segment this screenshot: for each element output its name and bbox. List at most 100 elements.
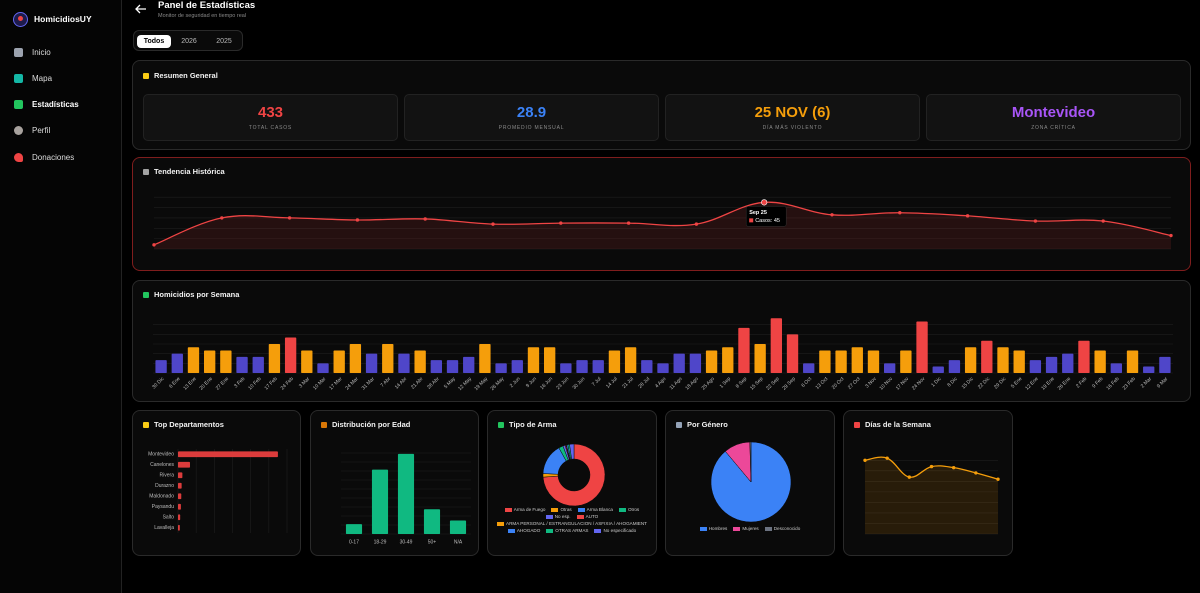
x-tick-label: 23 Jun — [555, 376, 570, 391]
bar — [835, 350, 847, 373]
legend-label: Desconocido — [773, 526, 801, 531]
x-tick-label: 30 Jun — [572, 376, 587, 391]
summary-panel: Resumen General 433 TOTAL CASOS 28.9 PROMED… — [132, 60, 1191, 150]
line-area — [865, 457, 998, 534]
menu-item[interactable]: Donaciones — [14, 150, 74, 164]
x-tick-label: 8 Dic — [946, 376, 959, 389]
data-point — [929, 464, 934, 469]
menu-item[interactable]: Estadísticas — [14, 97, 79, 111]
legend-item: Desconocido — [764, 526, 801, 531]
year-tabs: Todos 2026 2025 — [133, 30, 243, 51]
bar — [560, 363, 572, 373]
bar — [1062, 353, 1074, 373]
panel-title: Tendencia Histórica — [143, 167, 225, 176]
bar — [948, 360, 961, 373]
legend: Hombres Mujeres Desconocido — [672, 526, 828, 531]
card-value: Montevideo — [1011, 104, 1096, 121]
bar — [178, 514, 181, 521]
panel-title: Homicidios por Semana — [143, 290, 239, 299]
x-tick-label: 21 Jul — [621, 376, 635, 390]
bar — [689, 353, 702, 373]
legend-swatch — [576, 514, 584, 519]
x-tick-label: 16 Feb — [1105, 376, 1120, 391]
bar — [398, 353, 410, 373]
legend-item: No especificado — [594, 528, 636, 533]
x-tick-label: 12 May — [457, 376, 473, 392]
menu-item[interactable]: Perfil — [14, 123, 50, 137]
x-tick-label: 6 Oct — [800, 376, 813, 389]
x-tick-label: 30 Dic — [151, 376, 166, 391]
x-tick-label: 50+ — [428, 539, 437, 545]
panel-title-text: Tipo de Arma — [509, 420, 557, 429]
bar — [964, 347, 977, 373]
bar — [430, 360, 442, 373]
slice — [569, 443, 575, 460]
bar — [252, 356, 264, 373]
card-label: TOTAL CASOS — [248, 125, 293, 131]
legend-swatch — [546, 528, 554, 533]
weekday-panel: Días de la Semana 010203040506070LunMarMi… — [843, 410, 1013, 556]
x-tick-label: 9 Feb — [1091, 376, 1104, 389]
panel-icon — [143, 72, 149, 79]
x-tick-label: 13 Ene — [182, 376, 198, 392]
tab[interactable]: 2026 — [181, 38, 197, 45]
bar — [754, 344, 766, 373]
x-tick-label: 3 Feb — [233, 376, 246, 389]
bar — [900, 350, 912, 373]
menu-label: Estadísticas — [32, 99, 79, 109]
panel-title-text: Resumen General — [154, 71, 218, 80]
x-tick-label: 9 Jun — [525, 376, 538, 389]
legend-item: Mujeres — [733, 526, 759, 531]
menu-item[interactable]: Inicio — [14, 45, 51, 59]
bar — [220, 350, 232, 373]
back-button[interactable] — [134, 3, 148, 15]
menu-icon — [14, 152, 23, 162]
tab[interactable]: Todos — [137, 35, 171, 48]
tab[interactable]: 2025 — [216, 38, 232, 45]
x-tick-label: 0-17 — [349, 539, 359, 545]
legend-swatch — [733, 526, 741, 531]
bar — [705, 350, 718, 373]
bar — [981, 340, 993, 373]
tooltip-label: Casos: 45 — [755, 218, 780, 224]
x-tick-label: 2 Mar — [1140, 376, 1154, 390]
page-subtitle: Monitor de seguridad en tiempo real — [158, 13, 247, 19]
x-tick-label: 5 Ene — [1010, 376, 1024, 390]
slice — [749, 441, 752, 483]
summary-card: 25 NOV (6) DÍA MÁS VIOLENTO — [665, 94, 920, 141]
chart: 0204060801001201401601800-1718-2930-4950… — [341, 452, 471, 545]
bar — [1159, 356, 1171, 373]
legend-label: Otras — [560, 507, 572, 512]
x-tick-label: 10 Nov — [879, 376, 895, 392]
bar — [1029, 360, 1042, 373]
x-tick-label: 7 Abr — [380, 376, 393, 389]
bar — [786, 334, 799, 373]
x-tick-label: 28 Abr — [426, 376, 441, 391]
x-tick-label: 1 Dic — [930, 376, 943, 389]
data-point — [1169, 233, 1173, 238]
bar — [178, 524, 180, 531]
x-tick-label: 4 Ago — [654, 376, 667, 389]
bar — [479, 344, 491, 373]
data-point — [830, 213, 834, 217]
bar — [884, 363, 896, 373]
legend-label: Mujeres — [742, 526, 759, 531]
legend-label: Otros — [627, 507, 640, 512]
legend-swatch — [577, 507, 585, 512]
data-point — [694, 222, 699, 226]
x-tick-label: 6 Ene — [168, 376, 182, 390]
bar — [624, 347, 637, 373]
menu-label: Donaciones — [32, 152, 75, 162]
bar — [178, 472, 183, 479]
bar — [576, 360, 588, 373]
bar — [722, 347, 734, 373]
chart: 050100150200250300MontevideoCanelonesRiv… — [148, 449, 288, 533]
x-tick-label: 14 Abr — [394, 376, 409, 391]
legend-item: AUTO — [576, 514, 598, 519]
legend-label: Arma de Fuego — [513, 507, 546, 512]
line — [153, 201, 1172, 246]
data-point — [220, 216, 224, 220]
menu-item[interactable]: Mapa — [14, 71, 52, 85]
x-tick-label: 10 Feb — [247, 376, 262, 391]
